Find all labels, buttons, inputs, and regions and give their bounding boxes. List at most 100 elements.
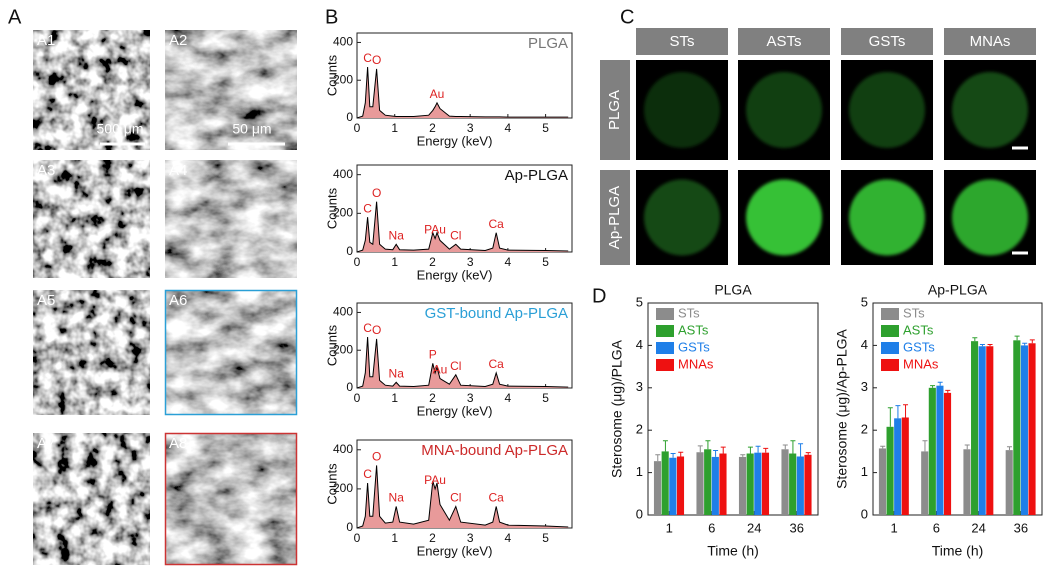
peak-label: PAu <box>424 223 446 237</box>
error-bar <box>964 444 970 450</box>
row-header-box <box>600 60 630 160</box>
panel-label: B <box>325 6 338 28</box>
legend-swatch <box>881 359 899 371</box>
bar <box>894 418 902 515</box>
y-tick-label: 200 <box>333 481 353 495</box>
bar <box>943 392 952 515</box>
error-bar <box>790 440 796 454</box>
column-header: GSTs <box>869 33 906 50</box>
error-bar <box>678 451 684 457</box>
peak-label: Au <box>433 363 448 377</box>
error-bar <box>662 440 668 452</box>
peak-label: PAu <box>424 473 446 487</box>
error-bar <box>972 337 978 342</box>
bar <box>978 346 986 515</box>
y-tick-label: 0 <box>346 380 353 394</box>
peak-label: C <box>363 51 372 65</box>
peak-label: C <box>363 321 372 335</box>
y-tick-label: 400 <box>333 442 353 456</box>
y-axis-label: Counts <box>324 324 339 366</box>
x-tick-label: 4 <box>505 531 512 545</box>
error-bar <box>887 407 893 427</box>
peak-label: Cl <box>450 359 461 373</box>
x-tick-label: 0 <box>354 391 361 405</box>
bar <box>653 461 662 515</box>
bar <box>963 449 971 515</box>
y-tick-label: 400 <box>333 167 353 181</box>
column-header: MNAs <box>970 33 1011 50</box>
panel-label: D <box>592 285 606 307</box>
legend-swatch <box>881 308 899 320</box>
bar <box>986 346 994 515</box>
sem-image <box>165 290 297 415</box>
x-tick-label: 4 <box>505 121 512 135</box>
bar <box>761 452 770 515</box>
y-tick-label: 0 <box>346 244 353 258</box>
image-label: A4 <box>169 162 187 179</box>
image-border <box>164 432 298 566</box>
y-axis-label: Counts <box>324 54 339 96</box>
image-label: A6 <box>169 292 187 309</box>
x-tick-label: 6 <box>708 520 715 535</box>
bar <box>711 456 719 515</box>
x-tick-label: 2 <box>429 121 436 135</box>
bar <box>719 453 727 515</box>
spectrum-line <box>356 66 569 119</box>
bar <box>1013 340 1021 515</box>
x-tick-label: 1 <box>391 121 398 135</box>
x-tick-label: 3 <box>467 255 474 269</box>
chart-title: MNA-bound Ap-PLGA <box>421 442 568 459</box>
x-tick-label: 3 <box>467 391 474 405</box>
error-bar <box>763 447 769 453</box>
legend-label: MNAs <box>903 356 939 371</box>
legend-swatch <box>656 308 674 320</box>
spectrum-fill <box>357 201 569 252</box>
error-bar <box>670 453 676 458</box>
image-label: A3 <box>37 162 55 179</box>
bar <box>704 449 712 515</box>
error-bar <box>1014 335 1020 341</box>
legend-label: STs <box>903 305 925 320</box>
y-tick-label: 1 <box>861 464 868 479</box>
x-tick-label: 1 <box>891 520 898 535</box>
y-tick-label: 200 <box>333 206 353 220</box>
peak-label: Au <box>430 87 445 101</box>
x-tick-label: 36 <box>1014 520 1028 535</box>
spectrum-line <box>356 465 569 529</box>
error-bar <box>697 445 703 453</box>
sem-image <box>33 30 150 150</box>
peak-label: O <box>372 450 381 464</box>
y-tick-label: 0 <box>346 520 353 534</box>
bar <box>878 448 887 515</box>
y-tick-label: 4 <box>861 337 868 352</box>
peak-label: Ca <box>489 491 505 505</box>
row-header-box <box>600 170 630 265</box>
x-tick-label: 5 <box>542 391 549 405</box>
bar <box>676 456 685 515</box>
peak-label: P <box>429 348 437 362</box>
error-bar <box>922 440 928 452</box>
plot-frame <box>872 302 1043 516</box>
legend-label: STs <box>678 305 700 320</box>
spectrum-fill <box>357 337 569 388</box>
legend-swatch <box>881 342 899 354</box>
bar <box>696 452 704 515</box>
legend-label: ASTs <box>903 322 934 337</box>
stained-scaffold <box>644 72 720 148</box>
peak-label: Ca <box>489 217 505 231</box>
x-axis-label: Time (h) <box>707 543 759 559</box>
error-bar <box>705 440 711 450</box>
chart-title: PLGA <box>528 35 568 52</box>
image-label: A5 <box>37 292 55 309</box>
legend-label: MNAs <box>678 356 714 371</box>
y-tick-label: 200 <box>333 342 353 356</box>
x-tick-label: 1 <box>666 520 673 535</box>
error-bar <box>798 443 804 457</box>
spectrum-fill <box>357 465 569 528</box>
chart-title: Ap-PLGA <box>505 167 568 184</box>
stained-scaffold <box>746 72 822 148</box>
error-bar <box>713 450 719 457</box>
bar <box>971 341 979 515</box>
image-label: A2 <box>169 32 187 49</box>
